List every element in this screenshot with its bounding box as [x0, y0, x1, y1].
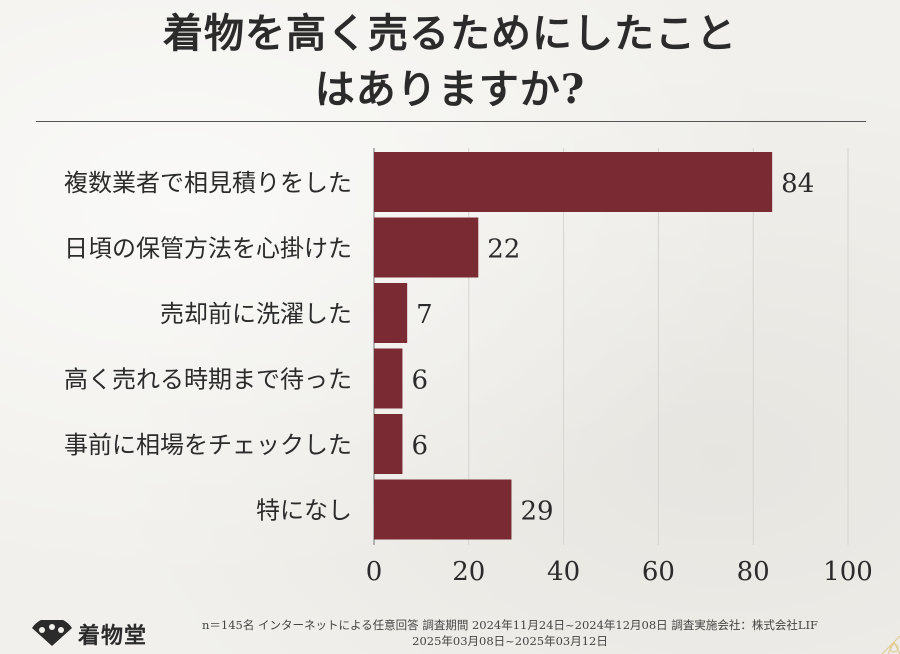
bar-chart: 0 20 40 60 80 100 複数業者で相見積りをした 84 日頃の保管方法を心掛けた 22… [64, 148, 873, 587]
category-label: 事前に相場をチェックした [64, 431, 352, 459]
x-tick-label: 60 [642, 557, 675, 587]
bar [374, 414, 403, 474]
category-label: 複数業者で相見積りをした [64, 169, 352, 197]
survey-note: n＝145名 インターネットによる任意回答 調査期間 2024年11月24日~2… [150, 617, 870, 649]
value-label: 29 [520, 497, 553, 527]
bar [374, 283, 408, 343]
category-label: 売却前に洗濯した [160, 300, 352, 328]
survey-note-line-2: 2025年03月08日~2025年03月12日 [412, 634, 608, 648]
brand-name: 着物堂 [78, 623, 148, 649]
value-label: 84 [781, 169, 814, 199]
value-label: 22 [487, 235, 520, 265]
value-label: 7 [416, 300, 433, 330]
x-tick-label: 40 [547, 557, 580, 587]
chart-title-line-1: 着物を高く売るためにしたこと [163, 10, 737, 57]
category-label: 特になし [256, 497, 352, 525]
category-label: 日頃の保管方法を心掛けた [64, 235, 352, 263]
bar [374, 348, 403, 409]
x-tick-label: 80 [737, 557, 770, 587]
category-label: 高く売れる時期まで待った [64, 366, 352, 394]
x-tick-label: 100 [823, 557, 873, 587]
x-tick-label: 20 [452, 557, 485, 587]
bar [374, 479, 512, 540]
title-divider [36, 121, 866, 122]
value-label: 6 [411, 366, 428, 396]
fan-icon [32, 620, 72, 646]
bar [374, 152, 773, 212]
chart-title-line-2: はありますか? [314, 66, 586, 113]
bar [374, 217, 479, 278]
corner-flower-icon [881, 635, 900, 654]
value-label: 6 [411, 431, 428, 461]
brand-logo: 着物堂 [30, 618, 147, 650]
chart-title: 着物を高く売るためにしたこと はありますか? [0, 6, 900, 118]
survey-note-line-1: n＝145名 インターネットによる任意回答 調査期間 2024年11月24日~2… [202, 618, 818, 632]
x-tick-label: 0 [366, 557, 383, 587]
